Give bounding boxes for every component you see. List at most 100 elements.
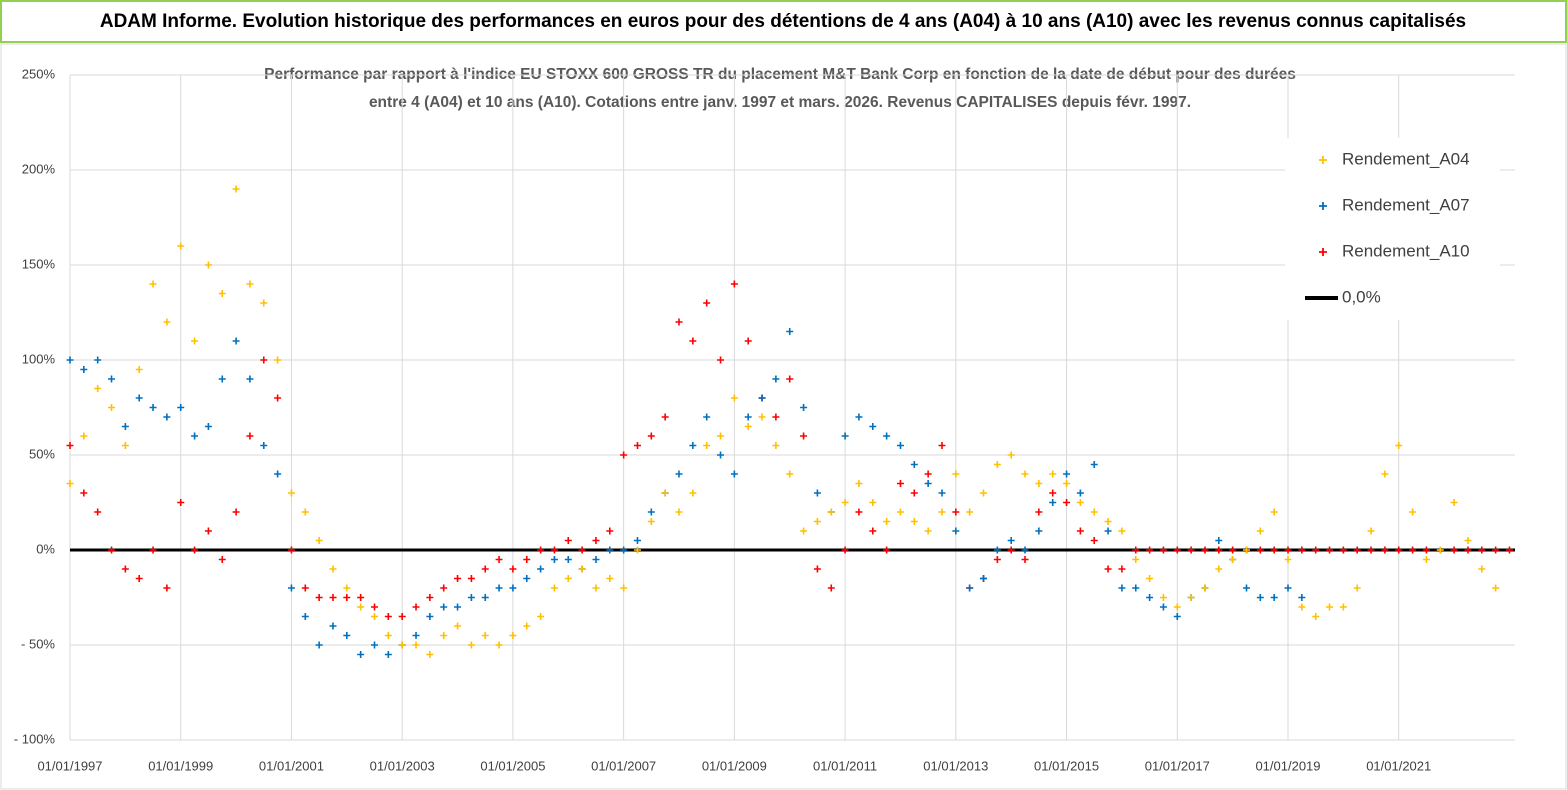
legend-swatch	[1319, 248, 1327, 256]
point	[883, 518, 891, 525]
point	[606, 575, 614, 582]
point	[135, 575, 143, 582]
point	[1173, 546, 1181, 554]
point	[938, 508, 946, 516]
point	[661, 489, 669, 497]
x-tick-label: 01/01/2011	[813, 758, 877, 773]
point	[1256, 527, 1264, 535]
point	[1132, 546, 1140, 554]
point	[412, 603, 420, 611]
point	[495, 556, 503, 563]
point	[744, 423, 752, 430]
point	[1353, 584, 1361, 592]
point	[384, 613, 392, 620]
point	[343, 594, 351, 601]
point	[1284, 584, 1292, 592]
point	[426, 613, 434, 620]
point	[1035, 480, 1043, 487]
point	[218, 375, 226, 383]
point	[315, 641, 323, 649]
point	[841, 432, 849, 440]
point	[1229, 556, 1237, 563]
point	[1063, 480, 1071, 487]
point	[1242, 546, 1250, 554]
point	[980, 489, 988, 497]
point	[204, 423, 212, 430]
point	[1104, 565, 1112, 573]
point	[1076, 527, 1084, 535]
point	[108, 404, 116, 411]
point	[564, 575, 572, 582]
point	[315, 594, 323, 601]
point	[301, 613, 309, 620]
point	[509, 565, 517, 573]
point	[537, 546, 545, 554]
point	[675, 318, 683, 326]
legend-box	[1285, 138, 1500, 320]
point	[94, 508, 102, 516]
x-tick-label: 01/01/2005	[480, 758, 545, 773]
point	[550, 584, 558, 592]
point	[924, 480, 932, 487]
point	[287, 489, 295, 497]
point	[647, 432, 655, 440]
x-tick-label: 01/01/2015	[1034, 758, 1099, 773]
point	[274, 356, 282, 364]
point	[730, 394, 738, 402]
point	[315, 537, 323, 544]
point	[149, 546, 157, 554]
legend-swatch	[1319, 156, 1327, 164]
point	[703, 442, 711, 449]
point	[758, 413, 766, 421]
point	[135, 366, 143, 373]
point	[772, 442, 780, 449]
point	[717, 432, 725, 440]
point	[108, 375, 116, 383]
point	[689, 442, 697, 449]
point	[952, 508, 960, 516]
point	[675, 508, 683, 516]
point	[204, 261, 212, 269]
point	[703, 413, 711, 421]
point	[1298, 594, 1306, 601]
point	[218, 556, 226, 563]
point	[1353, 546, 1361, 554]
point	[855, 413, 863, 421]
point	[1367, 546, 1375, 554]
point	[855, 480, 863, 487]
point	[1173, 613, 1181, 620]
point	[1409, 546, 1417, 554]
point	[1090, 461, 1098, 468]
point	[883, 546, 891, 554]
point	[869, 423, 877, 430]
point	[94, 356, 102, 364]
point	[1339, 546, 1347, 554]
point	[717, 451, 725, 459]
point	[910, 461, 918, 468]
point	[384, 651, 392, 658]
point	[177, 404, 185, 411]
point	[813, 565, 821, 573]
point	[1312, 546, 1320, 554]
point	[772, 375, 780, 383]
point	[301, 584, 309, 592]
x-tick-label: 01/01/2003	[370, 758, 435, 773]
point	[1256, 594, 1264, 601]
point	[384, 632, 392, 639]
point	[633, 546, 641, 554]
point	[1326, 546, 1334, 554]
point	[80, 432, 88, 440]
point	[1395, 442, 1403, 449]
point	[1021, 470, 1029, 478]
point	[1270, 594, 1278, 601]
point	[149, 280, 157, 288]
point	[606, 546, 614, 554]
point	[620, 451, 628, 459]
point	[1035, 508, 1043, 516]
point	[523, 622, 531, 630]
x-tick-label: 01/01/2019	[1255, 758, 1320, 773]
point	[952, 470, 960, 478]
legend-label: Rendement_A07	[1342, 195, 1470, 214]
point	[744, 337, 752, 345]
x-tick-label: 01/01/2021	[1366, 758, 1431, 773]
